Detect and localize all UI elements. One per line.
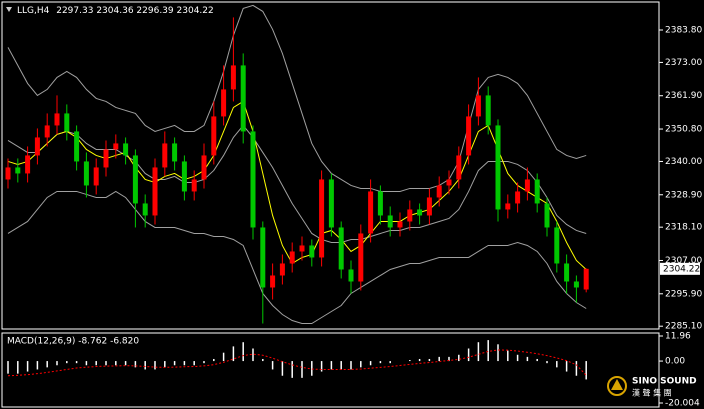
indicator-line — [7, 124, 587, 243]
y-tick-label: -20.004 — [665, 399, 700, 409]
candle-body — [456, 155, 462, 180]
y-tick-label: 2328.90 — [665, 190, 702, 200]
y-tick-label: 2373.00 — [665, 58, 702, 68]
candle-body — [279, 263, 285, 276]
candle-body — [132, 155, 138, 204]
candle-body — [270, 275, 276, 288]
candle-body — [534, 179, 540, 204]
y-tick-label: 2307.00 — [665, 256, 702, 266]
candle-body — [495, 125, 501, 210]
y-tick-label: 0.00 — [665, 357, 685, 367]
last-low: 2296.39 — [136, 6, 173, 16]
candle-body — [485, 95, 491, 126]
candle-body — [191, 179, 197, 192]
price-marker — [660, 262, 700, 275]
candle-body — [515, 191, 521, 204]
candle-body — [299, 245, 305, 252]
candle-body — [544, 203, 550, 228]
candle-body — [417, 209, 423, 216]
chart-title: LLG,H4 — [17, 6, 50, 16]
candle-body — [368, 191, 374, 234]
indicator-line — [7, 349, 587, 377]
candle-body — [407, 209, 413, 222]
candle-body — [426, 197, 432, 216]
candle-body — [240, 65, 246, 132]
candle-body — [211, 116, 217, 156]
logo: SINO SOUND 漢 聲 集 團 — [607, 376, 697, 398]
candle-body — [15, 167, 21, 174]
candle-body — [573, 281, 579, 288]
candle-body — [446, 179, 452, 186]
last-close: 2304.22 — [177, 6, 214, 16]
y-tick-label: 2318.10 — [665, 223, 702, 233]
indicator-line — [7, 4, 587, 192]
candle-body — [201, 155, 207, 180]
candle-body — [377, 191, 383, 216]
y-tick-label: 2350.80 — [665, 125, 702, 135]
candle-body — [172, 143, 178, 162]
main-frame — [1, 1, 660, 330]
logo-name: SINO SOUND — [632, 377, 697, 387]
candle-body — [583, 268, 589, 290]
candle-body — [162, 143, 168, 168]
logo-mark — [611, 379, 623, 390]
candle-body — [338, 227, 344, 270]
macd-frame — [1, 332, 660, 408]
indicator-line — [7, 190, 587, 324]
candle-body — [44, 125, 50, 138]
axes: 2383.80 2373.00 2361.90 2350.80 2340.00 2328.… — [659, 26, 702, 409]
main-plot — [5, 4, 589, 324]
symbol-icon — [6, 7, 12, 12]
candle-body — [54, 113, 60, 126]
logo-icon — [607, 376, 627, 396]
candle-body — [289, 251, 295, 264]
candle-body — [309, 245, 315, 258]
candle-body — [319, 179, 325, 258]
candle-body — [260, 227, 266, 288]
candle-body — [123, 143, 129, 156]
candle-body — [221, 89, 227, 117]
y-tick-label: 2295.90 — [665, 289, 702, 299]
candle-body — [34, 137, 40, 156]
candle-body — [5, 167, 11, 180]
candle-body — [181, 161, 187, 192]
y-tick-label: 11.96 — [665, 332, 691, 342]
y-tick-label: 2383.80 — [665, 26, 702, 36]
candle-body — [103, 149, 109, 168]
candle-body — [74, 131, 80, 162]
candle-body — [475, 95, 481, 117]
macd-plot — [7, 340, 587, 380]
candle-body — [564, 263, 570, 282]
candle-body — [142, 203, 148, 216]
y-tick-label: 2340.00 — [665, 157, 702, 167]
candle-body — [113, 143, 119, 150]
candle-body — [64, 113, 70, 132]
y-tick-label: 2285.10 — [665, 322, 702, 332]
candle-body — [358, 233, 364, 282]
logo-chinese: 漢 聲 集 團 — [632, 388, 672, 398]
candle-body — [230, 65, 236, 90]
candle-body — [397, 221, 403, 228]
candle-body — [328, 179, 334, 228]
candle-body — [25, 155, 31, 174]
candle-body — [505, 203, 511, 210]
candle-body — [554, 227, 560, 264]
last-open: 2297.33 — [56, 6, 93, 16]
candle-body — [466, 116, 472, 156]
candle-body — [83, 161, 89, 186]
candle-body — [348, 269, 354, 282]
macd-title: MACD(12,26,9) -8.762 -6.820 — [7, 337, 139, 347]
candle-body — [250, 131, 256, 228]
candle-body — [93, 167, 99, 186]
candle-body — [152, 167, 158, 216]
candle-body — [524, 179, 530, 192]
price-marker-label: 2304.22 — [663, 264, 700, 274]
y-tick-label: 2361.90 — [665, 91, 702, 101]
chart-header: LLG,H4 2297.33 2304.36 2296.39 2304.22 — [17, 6, 214, 16]
candle-body — [436, 185, 442, 198]
last-high: 2304.36 — [96, 6, 133, 16]
candle-body — [387, 215, 393, 228]
